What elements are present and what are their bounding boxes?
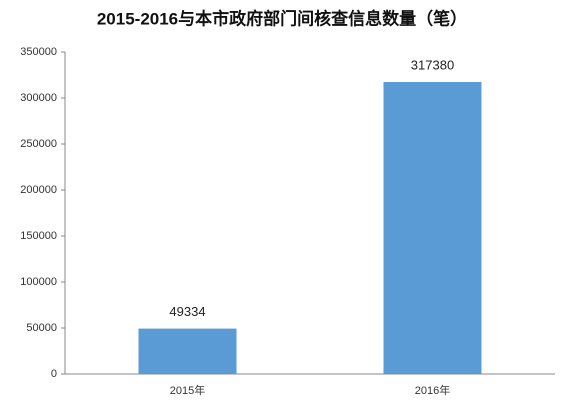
y-tick-label: 200000: [20, 184, 57, 196]
y-tick-label: 250000: [20, 138, 57, 150]
y-tick-label: 0: [51, 368, 57, 380]
y-tick-label: 100000: [20, 276, 57, 288]
value-label: 49334: [169, 304, 205, 319]
bar: [138, 328, 237, 374]
x-tick-label: 2016年: [415, 383, 450, 397]
value-label: 317380: [411, 57, 454, 72]
bar: [383, 82, 482, 374]
y-tick-label: 350000: [20, 46, 57, 58]
chart-title: 2015-2016与本市政府部门间核查信息数量（笔）: [97, 8, 467, 28]
y-tick-label: 300000: [20, 92, 57, 104]
y-tick-label: 150000: [20, 230, 57, 242]
x-tick-label: 2015年: [170, 383, 205, 397]
y-tick-label: 50000: [26, 322, 57, 334]
